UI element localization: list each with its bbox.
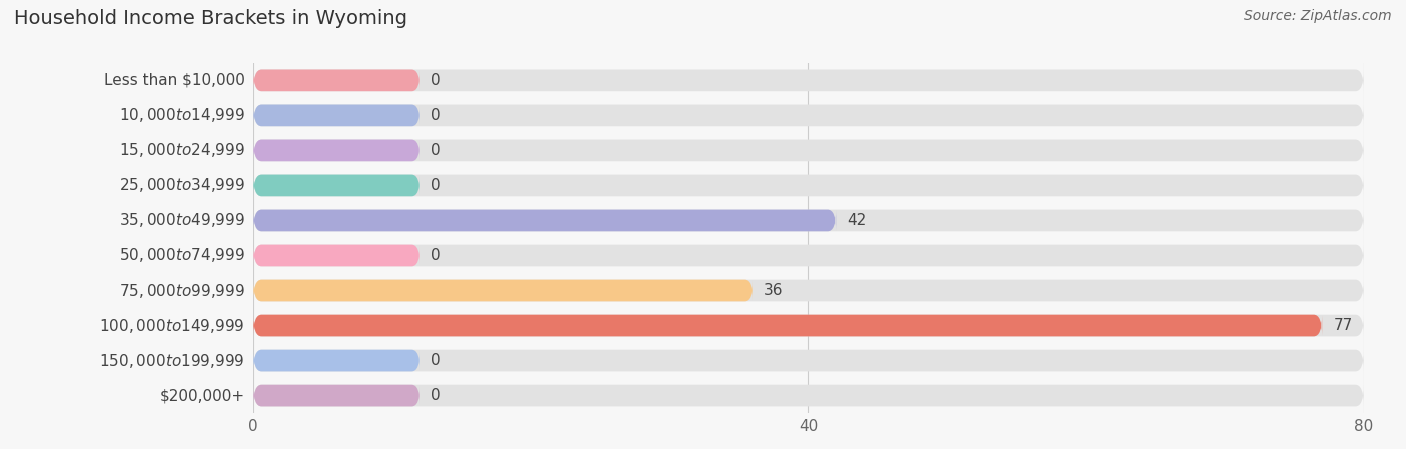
Text: Less than $10,000: Less than $10,000 [104, 73, 245, 88]
FancyBboxPatch shape [253, 105, 420, 126]
FancyBboxPatch shape [253, 315, 1364, 336]
FancyBboxPatch shape [253, 140, 420, 161]
FancyBboxPatch shape [253, 350, 1364, 371]
FancyBboxPatch shape [253, 280, 754, 301]
FancyBboxPatch shape [253, 210, 1364, 231]
Text: 0: 0 [430, 108, 440, 123]
FancyBboxPatch shape [253, 70, 1364, 91]
FancyBboxPatch shape [253, 175, 1364, 196]
Text: $200,000+: $200,000+ [160, 388, 245, 403]
FancyBboxPatch shape [253, 280, 1364, 301]
Text: 0: 0 [430, 143, 440, 158]
FancyBboxPatch shape [253, 245, 420, 266]
FancyBboxPatch shape [253, 385, 420, 406]
Text: $10,000 to $14,999: $10,000 to $14,999 [120, 106, 245, 124]
Text: 0: 0 [430, 178, 440, 193]
Text: 77: 77 [1333, 318, 1353, 333]
Text: Household Income Brackets in Wyoming: Household Income Brackets in Wyoming [14, 9, 408, 28]
Text: 0: 0 [430, 73, 440, 88]
Text: 0: 0 [430, 388, 440, 403]
Text: Source: ZipAtlas.com: Source: ZipAtlas.com [1244, 9, 1392, 23]
FancyBboxPatch shape [253, 245, 1364, 266]
FancyBboxPatch shape [253, 175, 420, 196]
Text: $15,000 to $24,999: $15,000 to $24,999 [120, 141, 245, 159]
Text: $75,000 to $99,999: $75,000 to $99,999 [120, 282, 245, 299]
FancyBboxPatch shape [253, 350, 420, 371]
FancyBboxPatch shape [253, 140, 1364, 161]
Text: 0: 0 [430, 248, 440, 263]
Text: $150,000 to $199,999: $150,000 to $199,999 [100, 352, 245, 370]
Text: $100,000 to $149,999: $100,000 to $149,999 [100, 317, 245, 335]
Text: 42: 42 [848, 213, 866, 228]
FancyBboxPatch shape [253, 315, 1322, 336]
Text: 0: 0 [430, 353, 440, 368]
FancyBboxPatch shape [253, 210, 837, 231]
FancyBboxPatch shape [253, 105, 1364, 126]
Text: $50,000 to $74,999: $50,000 to $74,999 [120, 247, 245, 264]
Text: $25,000 to $34,999: $25,000 to $34,999 [120, 176, 245, 194]
Text: 36: 36 [763, 283, 783, 298]
FancyBboxPatch shape [253, 385, 1364, 406]
FancyBboxPatch shape [253, 70, 420, 91]
Text: $35,000 to $49,999: $35,000 to $49,999 [120, 211, 245, 229]
